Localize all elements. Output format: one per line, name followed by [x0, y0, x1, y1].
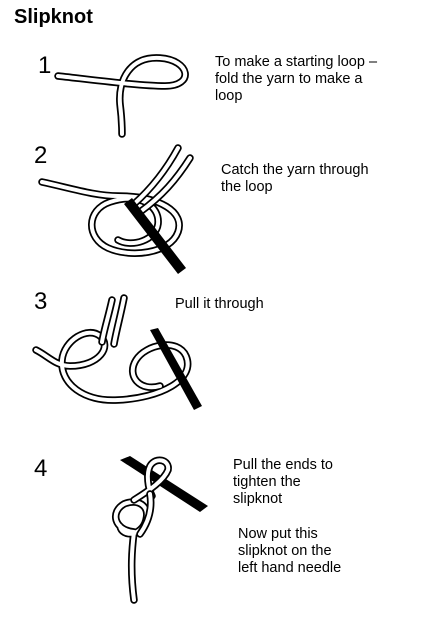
step-4-line-3: slipknot: [233, 491, 283, 507]
step-2-text: Catch the yarn through the loop: [221, 162, 369, 196]
page-title: Slipknot: [14, 6, 93, 28]
step-2-line-2: the loop: [221, 179, 273, 195]
step-3-text: Pull it through: [175, 296, 264, 313]
step-4-line-1: Pull the ends to: [233, 457, 333, 473]
step-2-number: 2: [34, 142, 48, 169]
step-1-line-1: To make a starting loop –: [215, 54, 378, 70]
step-2-catch-yarn-illustration: [38, 144, 194, 274]
step-3-needle: [150, 328, 202, 410]
step-4-extra-line-2: slipknot on the: [238, 543, 332, 559]
step-4-tighten-illustration: [112, 456, 208, 604]
step-1-line-3: loop: [215, 88, 243, 104]
step-3-pull-through-illustration: [32, 294, 202, 410]
step-4-extra-text: Now put this slipknot on the left hand n…: [238, 526, 341, 577]
step-4-needle: [120, 456, 208, 512]
step-1-line-2: fold the yarn to make a: [215, 71, 363, 87]
step-2-line-1: Catch the yarn through: [221, 162, 369, 178]
step-1-yarn-loop-illustration: [54, 54, 189, 138]
step-4-number: 4: [34, 455, 48, 482]
step-1-text: To make a starting loop – fold the yarn …: [215, 54, 377, 105]
step-4-extra-line-1: Now put this: [238, 526, 318, 542]
step-1-number: 1: [38, 52, 52, 79]
step-4-text: Pull the ends to tighten the slipknot: [233, 457, 333, 508]
step-3-number: 3: [34, 288, 48, 315]
step-2-needle: [124, 198, 186, 274]
step-4-line-2: tighten the: [233, 474, 301, 490]
step-4-extra-line-3: left hand needle: [238, 560, 342, 576]
step-3-line-1: Pull it through: [175, 296, 264, 312]
